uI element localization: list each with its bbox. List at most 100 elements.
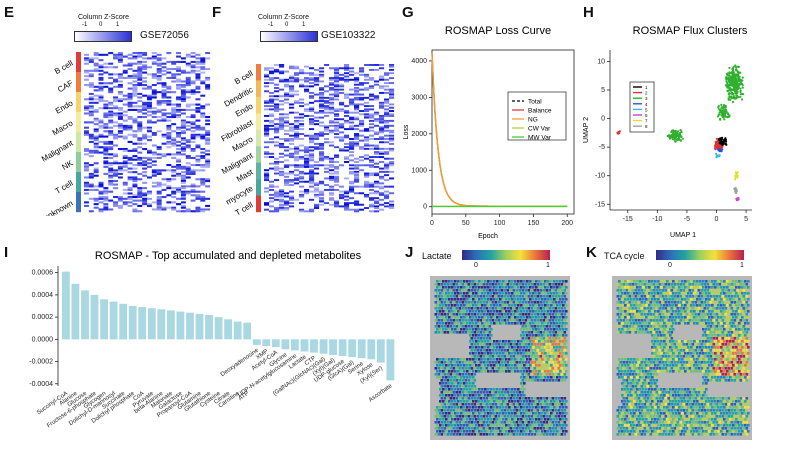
heatmap-cell <box>171 112 177 115</box>
heatmap-cell <box>185 155 191 158</box>
spot <box>565 328 568 331</box>
heatmap-cell <box>344 80 350 83</box>
heatmap-cell <box>309 146 315 149</box>
heatmap-cell <box>137 108 143 111</box>
spot <box>488 421 492 424</box>
spot <box>469 298 472 301</box>
spot <box>548 433 552 436</box>
spot <box>553 364 556 367</box>
spot <box>503 433 507 436</box>
heatmap-cell <box>354 157 360 160</box>
heatmap-cell <box>364 172 370 175</box>
spot <box>512 421 516 424</box>
spot <box>439 370 442 373</box>
spot <box>439 406 442 409</box>
heatmap-cell <box>103 160 109 163</box>
spot <box>475 418 478 421</box>
spot <box>445 370 448 373</box>
spot <box>442 406 445 409</box>
heatmap-cell <box>274 70 280 73</box>
spot <box>532 376 535 379</box>
heatmap-cell <box>319 87 325 89</box>
heatmap-cell <box>369 113 375 116</box>
spot <box>548 313 552 316</box>
heatmap-cell <box>274 157 280 160</box>
spot <box>533 433 537 436</box>
spot <box>442 388 445 391</box>
spot <box>523 286 526 289</box>
heatmap-cell <box>389 149 395 152</box>
heatmap-cell <box>185 146 191 149</box>
spot <box>538 358 541 361</box>
heatmap-cell <box>176 80 182 83</box>
spot <box>554 397 558 400</box>
spot <box>551 379 555 382</box>
spot <box>436 292 439 295</box>
spot <box>446 397 450 400</box>
spot <box>443 361 447 364</box>
scatter-point <box>726 90 729 93</box>
spot <box>478 316 481 319</box>
spot <box>547 406 550 409</box>
spot <box>496 310 499 313</box>
spot <box>505 322 508 325</box>
spot <box>440 385 444 388</box>
heatmap-cell <box>117 112 123 115</box>
heatmap-cell <box>314 164 320 167</box>
spot <box>562 334 565 337</box>
spot <box>505 280 508 283</box>
spot <box>482 289 486 292</box>
spot <box>478 322 481 325</box>
heatmap-cell <box>294 111 300 114</box>
spot <box>517 346 520 349</box>
heatmap-cell <box>205 185 211 188</box>
heatmap-cell <box>294 131 300 134</box>
heatmap-cell <box>314 147 320 150</box>
scatter-point <box>735 172 738 175</box>
spot <box>562 430 565 433</box>
heatmap-cell <box>88 105 94 108</box>
spot <box>726 280 729 283</box>
spot <box>470 385 474 388</box>
heatmap-cell <box>142 84 148 87</box>
heatmap-cell <box>127 108 133 111</box>
scatter-point <box>732 97 735 100</box>
heatmap-cell <box>269 197 275 200</box>
spot <box>684 280 687 283</box>
spot <box>545 397 549 400</box>
spot <box>493 394 496 397</box>
spot <box>508 370 511 373</box>
spot <box>563 319 567 322</box>
spot <box>455 379 459 382</box>
spot <box>645 280 648 283</box>
heatmap-cell <box>180 84 186 87</box>
heatmap-cell <box>103 126 109 129</box>
spot <box>652 283 656 286</box>
heatmap-cell <box>93 174 99 177</box>
heatmap-cell <box>132 210 138 213</box>
spot <box>523 370 526 373</box>
heatmap-cell <box>329 129 335 132</box>
spot <box>493 412 496 415</box>
spot <box>550 334 553 337</box>
heatmap-cell <box>369 174 375 177</box>
spot <box>523 322 526 325</box>
celltype-bar-8 <box>256 195 261 213</box>
spot <box>488 313 492 316</box>
heatmap-cell <box>299 157 305 160</box>
heatmap-cell <box>339 131 345 134</box>
spot <box>527 361 531 364</box>
spot <box>541 304 544 307</box>
heatmap-cell <box>294 126 300 129</box>
spot <box>434 421 438 424</box>
heatmap-cell <box>294 146 300 149</box>
spot <box>488 289 492 292</box>
spot <box>497 403 501 406</box>
heatmap-cell <box>354 203 360 206</box>
spot <box>556 340 559 343</box>
spot <box>493 352 496 355</box>
heatmap-cell <box>359 147 365 150</box>
heatmap-cell <box>108 87 114 90</box>
heatmap-cell <box>132 180 138 183</box>
spot <box>562 346 565 349</box>
